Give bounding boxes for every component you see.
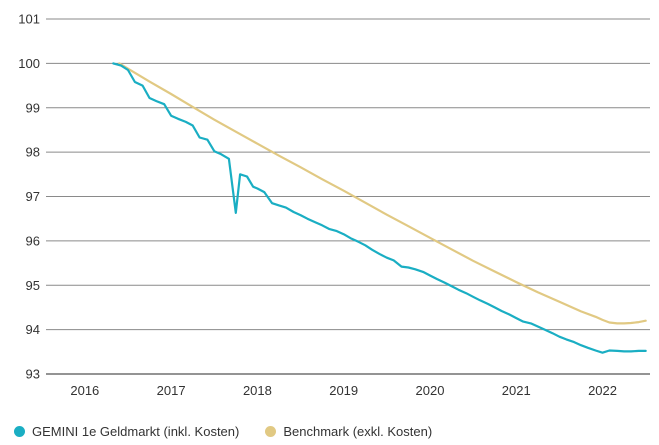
y-tick-label: 96: [26, 233, 40, 248]
y-tick-label: 93: [26, 367, 40, 382]
legend-item-benchmark[interactable]: Benchmark (exkl. Kosten): [265, 424, 432, 439]
x-tick-label: 2017: [157, 383, 186, 398]
legend-swatch-fund: [14, 426, 25, 437]
x-tick-label: 2020: [416, 383, 445, 398]
y-tick-label: 100: [18, 56, 40, 71]
y-tick-label: 94: [26, 322, 40, 337]
series-lines: [112, 62, 647, 354]
legend-label-fund: GEMINI 1e Geldmarkt (inkl. Kosten): [32, 424, 240, 439]
legend: GEMINI 1e Geldmarkt (inkl. Kosten) Bench…: [14, 424, 458, 439]
x-tick-label: 2019: [329, 383, 358, 398]
x-tick-label: 2022: [588, 383, 617, 398]
legend-item-fund[interactable]: GEMINI 1e Geldmarkt (inkl. Kosten): [14, 424, 239, 439]
y-tick-label: 99: [26, 100, 40, 115]
y-tick-label: 95: [26, 278, 40, 293]
x-axis: 2016 2017 2018 2019 2020 2021 2022: [70, 383, 617, 398]
series-line-benchmark: [118, 62, 647, 325]
y-tick-label: 101: [18, 12, 40, 27]
y-tick-label: 97: [26, 189, 40, 204]
y-tick-label: 98: [26, 145, 40, 160]
x-tick-label: 2016: [70, 383, 99, 398]
x-tick-label: 2018: [243, 383, 272, 398]
x-tick-label: 2021: [502, 383, 531, 398]
legend-label-benchmark: Benchmark (exkl. Kosten): [283, 424, 433, 439]
series-line-fund: [112, 62, 647, 354]
legend-swatch-benchmark: [265, 426, 277, 437]
gridlines: [46, 18, 650, 375]
y-axis: 93 94 95 96 97 98 99 100 101: [18, 12, 40, 382]
